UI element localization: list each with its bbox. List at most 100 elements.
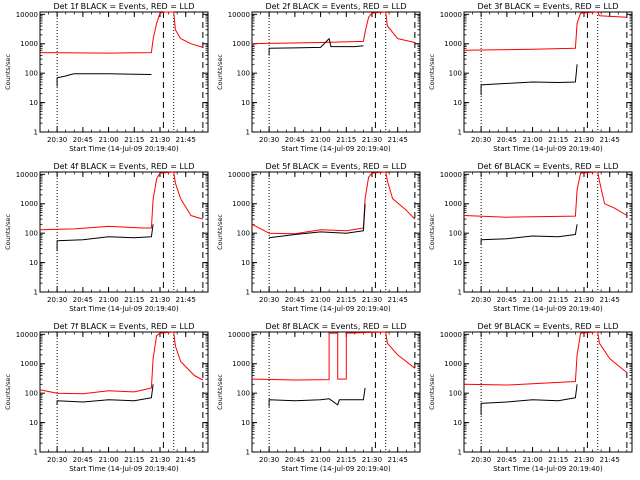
y-tick-label: 100 bbox=[237, 70, 250, 78]
x-tick-label: 21:15 bbox=[124, 456, 144, 464]
events-series-line bbox=[480, 64, 578, 96]
plot-panel: Det 3f BLACK = Events, RED = LLD Counts/s… bbox=[428, 2, 633, 153]
x-tick-label: 20:45 bbox=[285, 456, 305, 464]
plot-frame bbox=[463, 11, 633, 133]
y-tick-label: 10 bbox=[29, 419, 38, 427]
x-axis-label: Start Time (14-Jul-09 20:19:40) bbox=[69, 305, 179, 313]
plot-panel: Det 6f BLACK = Events, RED = LLD Counts/s… bbox=[428, 162, 633, 313]
y-axis-label: Counts/sec bbox=[428, 374, 436, 410]
y-tick-label: 1 bbox=[34, 449, 38, 457]
y-tick-label: 1000 bbox=[444, 360, 462, 368]
plot-title: Det 2f BLACK = Events, RED = LLD bbox=[265, 2, 406, 11]
y-tick-label: 1 bbox=[246, 289, 250, 297]
x-tick-label: 21:45 bbox=[176, 296, 196, 304]
plot-title: Det 5f BLACK = Events, RED = LLD bbox=[265, 162, 406, 171]
x-tick-label: 20:45 bbox=[73, 136, 93, 144]
plot-title: Det 3f BLACK = Events, RED = LLD bbox=[477, 2, 618, 11]
y-axis-label: Counts/sec bbox=[428, 54, 436, 90]
y-tick-label: 100 bbox=[449, 230, 462, 238]
y-tick-label: 1000 bbox=[232, 200, 250, 208]
x-axis-label: Start Time (14-Jul-09 20:19:40) bbox=[281, 305, 391, 313]
x-tick-label: 21:45 bbox=[600, 456, 620, 464]
x-tick-label: 21:45 bbox=[176, 456, 196, 464]
x-axis-label: Start Time (14-Jul-09 20:19:40) bbox=[69, 465, 179, 473]
x-tick-label: 21:30 bbox=[150, 136, 170, 144]
x-tick-label: 21:00 bbox=[98, 456, 118, 464]
x-tick-label: 21:45 bbox=[388, 296, 408, 304]
y-tick-label: 100 bbox=[25, 70, 38, 78]
plot-panel: Det 4f BLACK = Events, RED = LLD Counts/s… bbox=[4, 162, 209, 313]
y-tick-label: 10 bbox=[241, 99, 250, 107]
y-tick-label: 1000 bbox=[20, 360, 38, 368]
events-series-line bbox=[56, 224, 154, 251]
y-tick-label: 100 bbox=[449, 70, 462, 78]
plot-frame bbox=[463, 171, 633, 293]
y-tick-label: 10000 bbox=[440, 11, 462, 19]
plot-title: Det 9f BLACK = Events, RED = LLD bbox=[477, 322, 618, 331]
x-tick-label: 21:45 bbox=[388, 456, 408, 464]
x-tick-label: 20:45 bbox=[497, 296, 517, 304]
x-tick-label: 21:00 bbox=[98, 296, 118, 304]
x-tick-label: 21:30 bbox=[574, 296, 594, 304]
x-tick-label: 21:30 bbox=[150, 296, 170, 304]
x-tick-label: 21:15 bbox=[124, 296, 144, 304]
events-series-line bbox=[480, 224, 578, 245]
y-tick-label: 10000 bbox=[16, 11, 38, 19]
x-tick-label: 20:45 bbox=[497, 136, 517, 144]
events-series-line bbox=[56, 73, 152, 87]
y-tick-label: 1 bbox=[458, 289, 462, 297]
y-tick-label: 1 bbox=[458, 449, 462, 457]
y-tick-label: 10000 bbox=[228, 11, 250, 19]
x-tick-label: 21:00 bbox=[522, 456, 542, 464]
y-tick-label: 10 bbox=[241, 419, 250, 427]
x-tick-label: 21:00 bbox=[310, 456, 330, 464]
y-tick-label: 1 bbox=[246, 129, 250, 137]
x-tick-label: 21:00 bbox=[522, 136, 542, 144]
plot-title: Det 6f BLACK = Events, RED = LLD bbox=[477, 162, 618, 171]
lld-series-line bbox=[463, 171, 628, 218]
y-tick-label: 1 bbox=[246, 449, 250, 457]
y-axis-label: Counts/sec bbox=[216, 374, 224, 410]
events-series-line bbox=[480, 384, 578, 416]
lld-series-line bbox=[251, 331, 416, 381]
plot-panel: Det 7f BLACK = Events, RED = LLD Counts/s… bbox=[4, 322, 209, 473]
plot-frame bbox=[251, 331, 421, 453]
events-series-line bbox=[268, 387, 366, 407]
plot-frame bbox=[251, 171, 421, 293]
x-tick-label: 21:15 bbox=[336, 456, 356, 464]
events-series-line bbox=[269, 203, 366, 239]
x-tick-label: 21:00 bbox=[98, 136, 118, 144]
y-tick-label: 10000 bbox=[16, 171, 38, 179]
x-tick-label: 21:00 bbox=[310, 296, 330, 304]
x-tick-label: 21:30 bbox=[150, 456, 170, 464]
plot-title: Det 4f BLACK = Events, RED = LLD bbox=[53, 162, 194, 171]
x-axis-label: Start Time (14-Jul-09 20:19:40) bbox=[281, 465, 391, 473]
x-tick-label: 20:30 bbox=[47, 456, 67, 464]
lld-series-line bbox=[39, 11, 204, 54]
x-tick-label: 20:30 bbox=[259, 136, 279, 144]
x-axis-label: Start Time (14-Jul-09 20:19:40) bbox=[69, 145, 179, 153]
y-axis-label: Counts/sec bbox=[428, 214, 436, 250]
x-tick-label: 21:30 bbox=[574, 136, 594, 144]
y-axis-label: Counts/sec bbox=[216, 214, 224, 250]
plot-title: Det 1f BLACK = Events, RED = LLD bbox=[53, 2, 194, 11]
x-tick-label: 21:45 bbox=[388, 136, 408, 144]
x-tick-label: 20:30 bbox=[259, 456, 279, 464]
x-tick-label: 21:45 bbox=[176, 136, 196, 144]
y-tick-label: 1 bbox=[458, 129, 462, 137]
y-tick-label: 1 bbox=[34, 129, 38, 137]
y-tick-label: 10000 bbox=[440, 331, 462, 339]
y-tick-label: 1000 bbox=[232, 40, 250, 48]
y-tick-label: 1000 bbox=[444, 40, 462, 48]
x-tick-label: 21:30 bbox=[362, 456, 382, 464]
x-tick-label: 21:00 bbox=[522, 296, 542, 304]
y-tick-label: 10000 bbox=[16, 331, 38, 339]
y-tick-label: 10 bbox=[453, 419, 462, 427]
x-tick-label: 21:15 bbox=[548, 456, 568, 464]
x-axis-label: Start Time (14-Jul-09 20:19:40) bbox=[493, 145, 603, 153]
x-tick-label: 21:45 bbox=[600, 136, 620, 144]
lld-series-line bbox=[251, 11, 416, 45]
x-tick-label: 21:15 bbox=[124, 136, 144, 144]
y-tick-label: 1000 bbox=[232, 360, 250, 368]
